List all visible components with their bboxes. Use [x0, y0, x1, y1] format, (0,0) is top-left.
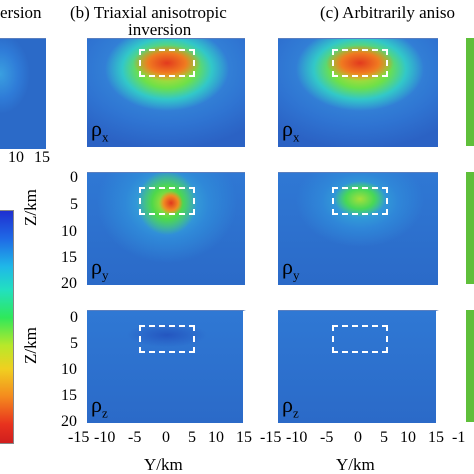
- z-tick-r3-20: 20: [61, 413, 77, 430]
- y-axis-label-c: Y/km: [336, 455, 375, 474]
- z-tick-r3-5: 5: [70, 335, 78, 352]
- title-c: (c) Arbitrarily aniso: [320, 3, 456, 22]
- y-tick-c-10: 10: [400, 429, 416, 446]
- z-tick-r2-10: 10: [61, 223, 77, 240]
- tick-a-10: 10: [8, 149, 24, 166]
- anomaly-box-b-y: [139, 187, 195, 215]
- label-rho-z-b: ρz: [91, 391, 108, 420]
- tick-a-15: 15: [34, 149, 50, 166]
- anomaly-box-c-x: [332, 49, 388, 77]
- z-tick-r2-15: 15: [61, 249, 77, 266]
- title-a: ersion: [0, 3, 42, 22]
- z-tick-r3-0: 0: [70, 309, 78, 326]
- panel-b-rho-x: ρx: [87, 38, 245, 147]
- y-tick-c-0: 0: [354, 429, 362, 446]
- y-tick-b-m5: -5: [128, 429, 142, 446]
- label-rho-y-c: ρy: [282, 253, 300, 282]
- y-tick-b-10: 10: [208, 429, 224, 446]
- anomaly-box-c-y: [332, 187, 388, 215]
- z-tick-r2-0: 0: [70, 169, 78, 186]
- panel-c-rho-y: ρy: [278, 172, 438, 285]
- y-tick-c-5: 5: [380, 429, 388, 446]
- y-tick-c-m5: -5: [320, 429, 334, 446]
- anomaly-box-b-x: [139, 49, 195, 77]
- y-tick-d-edge: -1: [452, 429, 466, 446]
- label-rho-x-c: ρx: [282, 115, 300, 144]
- y-tick-c-m10: -10: [286, 429, 308, 446]
- anomaly-box-b-z: [139, 325, 195, 353]
- anomaly-box-c-z: [332, 325, 388, 353]
- title-b-line1: (b) Triaxial anisotropic: [70, 3, 227, 22]
- z-axis-label-row2: Z/km: [21, 189, 40, 226]
- panel-d-rho-y: [466, 172, 474, 284]
- y-tick-c-15: 15: [428, 429, 444, 446]
- z-tick-r2-5: 5: [70, 196, 78, 213]
- panel-c-rho-z: ρz: [278, 310, 439, 423]
- y-axis-label-b: Y/km: [144, 455, 183, 474]
- y-tick-b-0: 0: [162, 429, 170, 446]
- label-rho-z-c: ρz: [282, 391, 299, 420]
- panel-d-rho-x: [466, 38, 474, 146]
- panel-a-rho-x: [0, 38, 46, 149]
- panel-c-rho-x: ρx: [278, 38, 438, 147]
- z-tick-r2-20: 20: [61, 275, 77, 292]
- label-rho-x-b: ρx: [91, 115, 109, 144]
- colorbar: [0, 210, 14, 444]
- z-tick-r3-10: 10: [61, 361, 77, 378]
- y-tick-b-m15: -15: [68, 429, 90, 446]
- panel-d-rho-z: [466, 310, 474, 422]
- z-axis-label-row3: Z/km: [21, 327, 40, 364]
- label-rho-y-b: ρy: [91, 253, 109, 282]
- z-tick-r3-15: 15: [61, 387, 77, 404]
- y-tick-b-15: 15: [236, 429, 252, 446]
- panel-b-rho-y: ρy: [87, 172, 245, 285]
- y-tick-b-m10: -10: [94, 429, 116, 446]
- y-tick-c-m15: -15: [260, 429, 282, 446]
- panel-b-rho-z: ρz: [87, 310, 246, 423]
- y-tick-b-5: 5: [188, 429, 196, 446]
- title-b-line2: inversion: [128, 20, 192, 39]
